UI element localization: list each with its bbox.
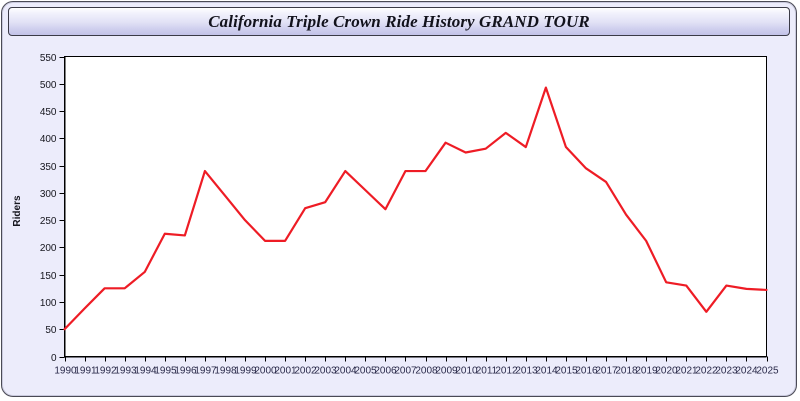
x-tick-label: 2005: [354, 366, 377, 377]
x-tick-label: 2024: [735, 366, 758, 377]
y-tick-label: 500: [40, 80, 57, 91]
x-tick-label: 1994: [134, 366, 157, 377]
x-tick-label: 1990: [54, 366, 77, 377]
data-series: [63, 86, 768, 331]
y-tick-label: 550: [40, 53, 57, 64]
x-tick-label: 1999: [234, 366, 257, 377]
x-tick-label: 2015: [555, 366, 578, 377]
y-tick-label: 50: [45, 325, 57, 336]
x-tick-label: 2004: [334, 366, 357, 377]
y-axis-label: Riders: [12, 195, 23, 227]
x-tick-label: 2007: [394, 366, 417, 377]
x-tick-label: 1993: [114, 366, 137, 377]
x-axis-ticks: 1990199119921993199419951996199719981999…: [54, 356, 779, 377]
x-tick-label: 2021: [675, 366, 698, 377]
x-tick-label: 2012: [495, 366, 518, 377]
x-tick-label: 2000: [254, 366, 277, 377]
x-tick-label: 2018: [615, 366, 638, 377]
y-tick-label: 150: [40, 271, 57, 282]
x-tick-label: 2019: [635, 366, 658, 377]
y-tick-label: 250: [40, 216, 57, 227]
plot-area-container: 0 50 100 150 200 250 300 350 400 450 500 550 1990 19…: [2, 36, 798, 396]
series-line-1: [63, 86, 768, 331]
x-tick-label: 2006: [374, 366, 397, 377]
page-title: California Triple Crown Ride History GRA…: [208, 11, 590, 31]
x-tick-label: 2010: [455, 366, 478, 377]
x-tick-label: 2016: [575, 366, 598, 377]
x-tick-label: 1995: [154, 366, 177, 377]
x-tick-label: 2017: [595, 366, 618, 377]
y-axis-ticks: 0 50 100 150 200 250 300 350 400 450 500 550: [40, 53, 66, 364]
x-tick-label: 2014: [535, 366, 558, 377]
plot-frame: [63, 55, 768, 358]
x-tick-label: 1997: [194, 366, 217, 377]
x-tick-label: 2008: [415, 366, 438, 377]
y-tick-label: 450: [40, 107, 57, 118]
y-tick-label: 100: [40, 298, 57, 309]
x-tick-label: 2001: [274, 366, 297, 377]
title-bar: California Triple Crown Ride History GRA…: [8, 7, 790, 36]
y-tick-label: 400: [40, 134, 57, 145]
x-tick-label: 2002: [294, 366, 317, 377]
x-tick-label: 2020: [655, 366, 678, 377]
x-tick-label: 1991: [74, 366, 97, 377]
x-tick-label: 1992: [94, 366, 117, 377]
x-tick-label: 2025: [756, 366, 779, 377]
x-tick-label: 2009: [435, 366, 458, 377]
x-tick-label: 2011: [476, 366, 498, 377]
x-tick-label: 1998: [214, 366, 237, 377]
x-tick-label: 2003: [314, 366, 337, 377]
x-tick-label: 2013: [515, 366, 538, 377]
x-tick-label: 1996: [174, 366, 197, 377]
x-tick-label: 2022: [695, 366, 718, 377]
y-tick-label: 0: [51, 353, 57, 364]
y-tick-label: 350: [40, 162, 57, 173]
x-tick-label: 2023: [715, 366, 738, 377]
y-tick-label: 300: [40, 189, 57, 200]
y-tick-label: 200: [40, 243, 57, 254]
